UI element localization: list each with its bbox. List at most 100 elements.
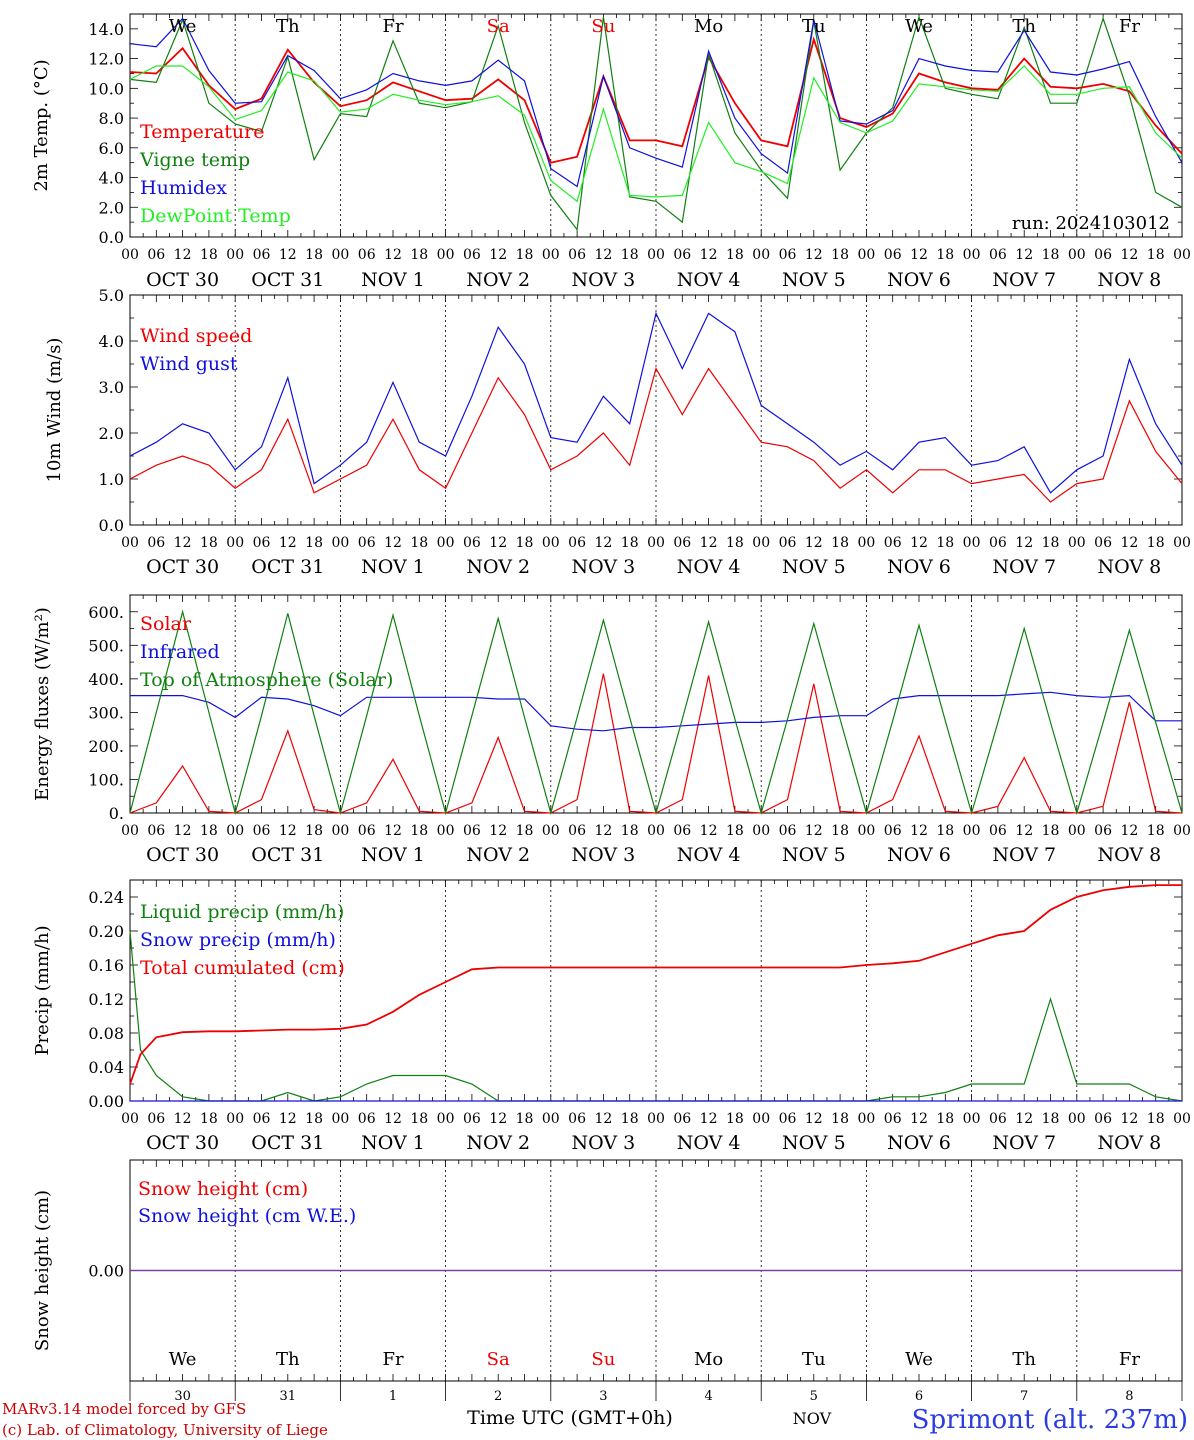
date-label: NOV 2 (466, 1132, 530, 1154)
y-tick-label: 0.12 (88, 990, 124, 1009)
y-tick-label: 100. (88, 770, 124, 789)
hour-label: 00 (1068, 535, 1086, 551)
y-tick-label: 0.08 (88, 1024, 124, 1043)
date-label: NOV 6 (887, 269, 951, 291)
hour-label: 00 (226, 247, 244, 263)
hour-label: 06 (1094, 823, 1112, 839)
legend-entry: Vigne temp (139, 149, 250, 171)
hour-label: 06 (463, 535, 481, 551)
date-label: NOV 5 (782, 1132, 846, 1154)
hour-label: 00 (963, 247, 981, 263)
month-label: NOV (793, 1409, 832, 1428)
weekday-label: Th (1012, 1349, 1036, 1370)
hour-label: 12 (489, 823, 507, 839)
y-tick-label: 0.00 (88, 1262, 124, 1281)
hour-label: 18 (726, 535, 744, 551)
hour-label: 00 (647, 823, 665, 839)
legend-entry: Wind speed (140, 325, 252, 347)
series-line (129, 15, 1183, 232)
hour-label: 06 (253, 535, 271, 551)
series-line (129, 367, 1183, 503)
weekday-label: We (169, 1349, 197, 1370)
legend-entry: Snow height (cm) (138, 1178, 308, 1200)
hour-label: 00 (437, 535, 455, 551)
hour-label: 00 (857, 247, 875, 263)
weekday-label: Th (276, 1349, 300, 1370)
hour-label: 18 (936, 535, 954, 551)
y-tick-label: 1.0 (99, 470, 124, 489)
hour-label: 18 (410, 535, 428, 551)
hour-label: 06 (779, 1111, 797, 1127)
hour-label: 00 (542, 535, 560, 551)
hour-label: 12 (279, 823, 297, 839)
date-label: NOV 6 (887, 844, 951, 866)
panel-5: 0.00 Snow height (cm) Snow height (cm) Snow… (32, 1159, 1183, 1404)
date-label: OCT 30 (146, 269, 219, 291)
date-label: NOV 6 (887, 556, 951, 578)
y-tick-label: 14.0 (88, 20, 124, 39)
date-label: NOV 4 (677, 556, 741, 578)
hour-label: 12 (805, 823, 823, 839)
series-line (129, 17, 1183, 188)
hour-label: 00 (226, 823, 244, 839)
hour-label: 12 (910, 247, 928, 263)
hour-label: 06 (884, 535, 902, 551)
weekday-label: Th (1012, 16, 1036, 37)
weekday-label: Tu (802, 1349, 826, 1370)
y-axis-label: 2m Temp. (°C) (31, 59, 52, 191)
weekday-label: Mo (694, 16, 723, 37)
hour-label: 00 (331, 1111, 349, 1127)
series-line (129, 36, 1183, 164)
hour-label: 00 (1173, 535, 1191, 551)
hour-label: 18 (410, 823, 428, 839)
hour-label: 18 (410, 247, 428, 263)
hour-label: 12 (384, 535, 402, 551)
y-tick-label: 0.0 (99, 516, 124, 535)
date-label: NOV 3 (572, 1132, 636, 1154)
hour-label: 18 (200, 1111, 218, 1127)
day-number: 5 (810, 1389, 818, 1404)
series-line (129, 311, 1183, 494)
y-tick-label: 2.0 (99, 198, 124, 217)
weekday-label: We (905, 1349, 933, 1370)
hour-label: 12 (805, 1111, 823, 1127)
date-label: NOV 5 (782, 844, 846, 866)
y-tick-label: 600. (88, 603, 124, 622)
station-name: Sprimont (alt. 237m) (912, 1405, 1188, 1435)
hour-label: 12 (594, 247, 612, 263)
y-tick-label: 500. (88, 636, 124, 655)
date-label: NOV 4 (677, 269, 741, 291)
hour-label: 18 (1042, 247, 1060, 263)
date-label: NOV 2 (466, 556, 530, 578)
hour-label: 00 (1068, 823, 1086, 839)
legend-entry: Infrared (140, 641, 220, 663)
hour-label: 18 (726, 1111, 744, 1127)
series-line (129, 65, 1183, 203)
hour-label: 12 (279, 535, 297, 551)
hour-label: 12 (384, 247, 402, 263)
hour-label: 00 (121, 823, 139, 839)
hour-label: 12 (174, 1111, 192, 1127)
hour-label: 12 (594, 535, 612, 551)
hour-label: 06 (673, 1111, 691, 1127)
date-label: NOV 7 (992, 844, 1056, 866)
series-line (130, 691, 1182, 732)
hour-label: 06 (1094, 247, 1112, 263)
date-label: OCT 30 (146, 1132, 219, 1154)
run-annotation: run: 2024103012 (1012, 213, 1170, 234)
date-label: NOV 3 (572, 269, 636, 291)
hour-label: 06 (147, 247, 165, 263)
weekday-label: Th (276, 16, 300, 37)
hour-label: 00 (542, 823, 560, 839)
hour-label: 06 (1094, 1111, 1112, 1127)
hour-label: 18 (305, 823, 323, 839)
date-label: OCT 31 (251, 269, 324, 291)
hour-label: 00 (963, 823, 981, 839)
date-label: NOV 5 (782, 556, 846, 578)
hour-label: 00 (963, 535, 981, 551)
hour-label: 18 (1147, 247, 1165, 263)
hour-label: 00 (752, 247, 770, 263)
date-label: OCT 31 (251, 1132, 324, 1154)
legend-entry: Humidex (140, 177, 227, 199)
y-tick-label: 8.0 (99, 109, 124, 128)
